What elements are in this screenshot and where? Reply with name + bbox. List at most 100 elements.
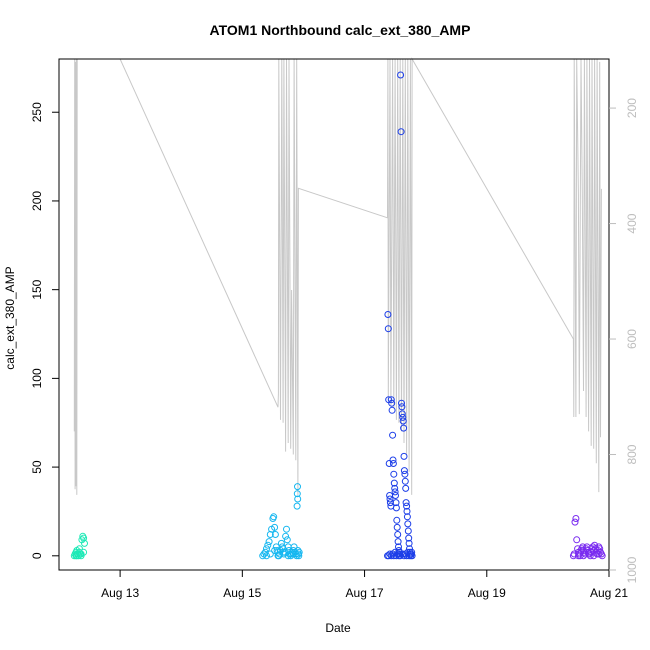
data-point	[591, 541, 599, 549]
data-point	[80, 534, 88, 542]
data-point	[395, 552, 403, 560]
data-point	[398, 399, 405, 407]
data-point	[403, 502, 411, 510]
data-point	[402, 499, 410, 507]
data-point	[384, 325, 392, 333]
y-right-tick-label: 1000	[625, 556, 639, 583]
series-2	[259, 483, 303, 560]
data-point	[400, 552, 408, 560]
data-point	[388, 406, 396, 414]
data-point	[391, 488, 399, 496]
data-point	[404, 548, 412, 556]
x-tick-label: Aug 13	[101, 586, 139, 600]
x-tick-label: Aug 21	[590, 586, 628, 600]
data-point	[394, 550, 402, 558]
data-point	[266, 550, 274, 558]
data-point	[387, 396, 395, 404]
data-point	[404, 520, 412, 528]
x-axis: Aug 13 Aug 15 Aug 17 Aug 19 Aug 21	[101, 570, 628, 600]
data-point	[283, 525, 290, 533]
y-axis-label: calc_ext_380_AMP	[3, 266, 17, 369]
data-point	[399, 550, 407, 558]
data-point	[77, 550, 85, 558]
data-point	[397, 71, 405, 79]
data-point	[384, 311, 392, 318]
data-point	[390, 552, 398, 560]
data-point	[394, 538, 402, 546]
y-axis-right: 200 400 600 800 1000	[609, 98, 639, 583]
data-point	[81, 539, 88, 547]
x-tick-label: Aug 17	[346, 586, 384, 600]
line-series-path	[73, 57, 602, 495]
data-point	[271, 523, 279, 531]
data-point	[392, 492, 399, 499]
data-point	[401, 470, 409, 478]
data-point	[399, 413, 407, 421]
data-point	[294, 483, 301, 491]
data-point	[263, 545, 270, 553]
data-point	[261, 548, 269, 556]
data-point	[391, 484, 399, 492]
data-point	[397, 128, 405, 136]
scatter-points	[70, 71, 606, 560]
y-tick-label: 150	[30, 279, 44, 299]
data-point	[393, 523, 401, 531]
data-point	[390, 470, 398, 478]
data-point	[388, 399, 396, 407]
y-axis-left: 0 50 100 150 200 250	[30, 102, 59, 559]
data-point	[294, 495, 302, 503]
right-axis-line-series	[73, 57, 602, 495]
y-right-tick-label: 400	[625, 213, 639, 233]
data-point	[405, 552, 413, 560]
data-point	[398, 403, 406, 411]
data-point	[401, 477, 409, 485]
series-4	[569, 515, 606, 560]
chart-title: ATOM1 Northbound calc_ext_380_AMP	[210, 22, 471, 38]
data-point	[385, 552, 393, 560]
data-point	[405, 539, 413, 547]
data-point	[283, 536, 291, 544]
data-point	[404, 527, 412, 535]
data-point	[394, 531, 402, 538]
data-point	[263, 552, 270, 560]
data-point	[265, 538, 273, 546]
data-point	[279, 545, 287, 553]
data-point	[399, 417, 407, 425]
data-point	[282, 532, 290, 540]
series-1	[70, 532, 88, 560]
data-point	[598, 552, 606, 560]
data-point	[574, 552, 582, 560]
y-right-tick-label: 600	[625, 329, 639, 349]
data-point	[271, 531, 279, 538]
data-point	[294, 547, 302, 554]
data-point	[571, 518, 579, 526]
data-point	[389, 460, 397, 467]
data-point	[572, 515, 580, 522]
data-point	[402, 484, 410, 492]
data-point	[390, 479, 398, 487]
data-point	[293, 490, 301, 498]
x-tick-label: Aug 15	[223, 586, 261, 600]
data-point	[289, 550, 297, 558]
data-point	[392, 552, 400, 560]
series-3	[384, 71, 416, 560]
y-right-tick-label: 800	[625, 444, 639, 464]
data-point	[387, 552, 395, 560]
data-point	[400, 452, 408, 460]
data-point	[403, 507, 411, 515]
data-point	[270, 513, 278, 521]
data-point	[274, 552, 282, 560]
data-point	[264, 541, 272, 549]
y-tick-label: 200	[30, 191, 44, 211]
data-point	[389, 431, 397, 439]
data-point	[389, 456, 397, 464]
data-point	[393, 516, 401, 524]
data-point	[403, 513, 411, 521]
data-point	[400, 467, 408, 475]
data-point	[385, 460, 393, 467]
data-point	[595, 550, 603, 558]
data-point	[400, 424, 408, 432]
data-point	[293, 502, 301, 510]
y-right-tick-label: 200	[625, 98, 639, 118]
